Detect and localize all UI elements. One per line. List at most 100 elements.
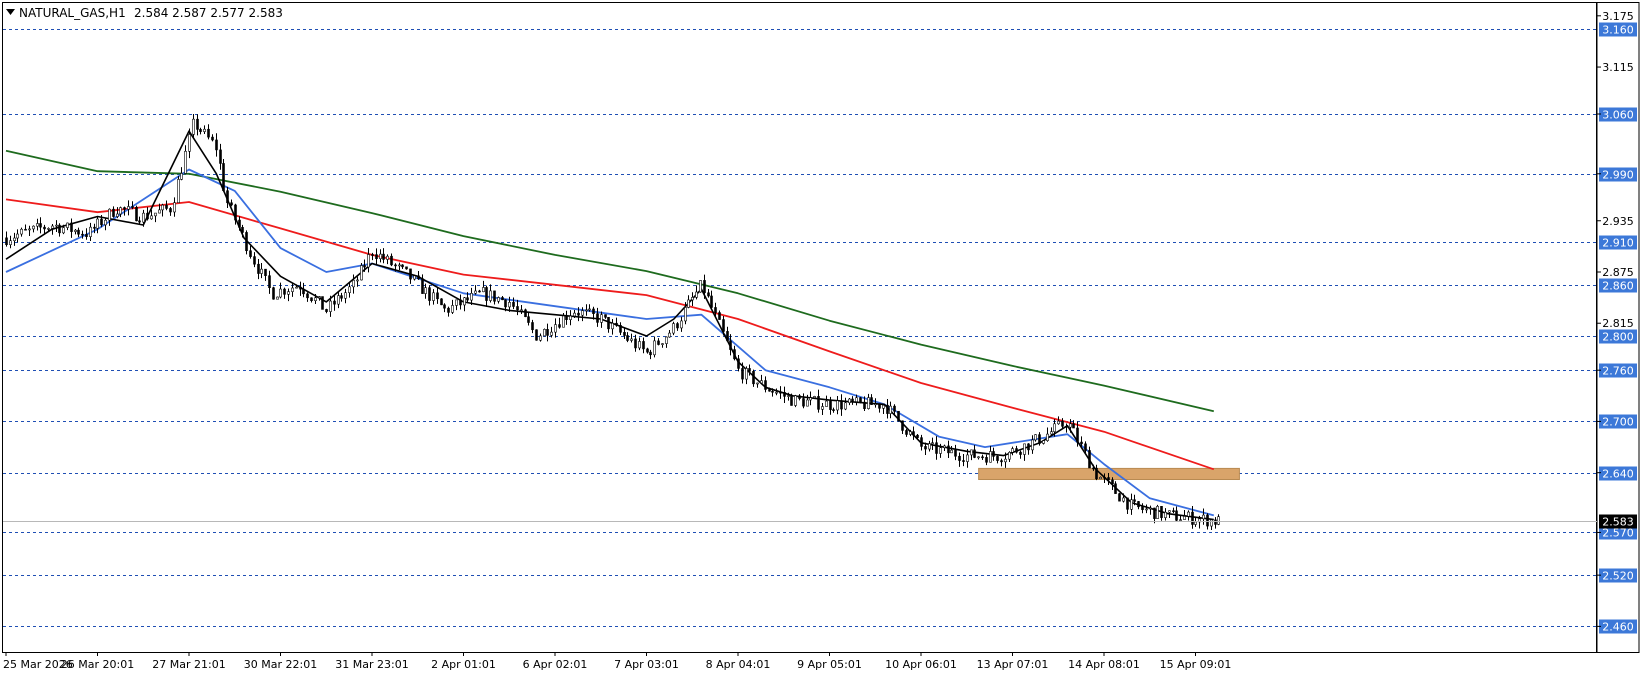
candle-body [1072, 423, 1075, 429]
candle-body [158, 209, 161, 214]
candle-body [501, 297, 504, 301]
candle [299, 281, 302, 296]
candle [100, 215, 103, 228]
candle [626, 332, 629, 343]
candle [379, 249, 382, 263]
candle-body [588, 308, 591, 311]
candle-body [958, 455, 961, 461]
candle [836, 396, 839, 415]
candle-body [642, 341, 645, 350]
candle [752, 369, 755, 387]
candle-body [722, 319, 725, 332]
candle-body [291, 287, 294, 292]
candle-body [1202, 514, 1205, 520]
candle [199, 127, 202, 135]
candle [1160, 506, 1163, 521]
candle-body [1126, 497, 1129, 510]
candle [337, 291, 340, 309]
candle-body [661, 343, 664, 345]
candle-body [226, 190, 229, 204]
candle [600, 311, 603, 328]
candle-body [543, 329, 546, 337]
candle-body [981, 456, 984, 459]
candle [249, 245, 252, 259]
candle-body [707, 292, 710, 297]
candle [577, 307, 580, 322]
candle [1118, 492, 1121, 502]
candle-body [466, 297, 469, 301]
candle [1153, 507, 1156, 524]
candle [135, 205, 138, 222]
candle [543, 328, 546, 337]
candle-body [950, 449, 953, 454]
candle [592, 306, 595, 320]
candle-body [870, 397, 873, 405]
candle [222, 159, 225, 192]
candle [436, 288, 439, 304]
candle-body [249, 250, 252, 257]
candle [70, 218, 73, 238]
candle [771, 388, 774, 397]
candle-body [230, 202, 233, 206]
candle [745, 366, 748, 385]
candle [889, 401, 892, 419]
candle [1095, 464, 1098, 481]
candle-body [150, 215, 153, 220]
candle [409, 268, 412, 284]
candle-body [1103, 476, 1106, 479]
candle [737, 354, 740, 372]
candle-body [596, 313, 599, 323]
candle [85, 228, 88, 240]
candle-body [394, 264, 397, 267]
candle [215, 133, 218, 157]
candle-body [821, 406, 824, 410]
candle-body [1187, 511, 1190, 517]
candle-body [535, 329, 538, 341]
candle [169, 207, 172, 216]
candle [966, 449, 969, 468]
candle-body [436, 292, 439, 300]
candle-body [20, 228, 23, 235]
candle [184, 145, 187, 174]
level-label-box [1599, 619, 1637, 634]
candle-body [520, 309, 523, 312]
candle [512, 297, 515, 310]
candle [32, 225, 35, 233]
candle-body [687, 299, 690, 308]
candle-body [779, 391, 782, 394]
level-label: 2.910 [1602, 237, 1634, 250]
candle [1092, 464, 1095, 471]
candle [565, 310, 568, 325]
candle-body [889, 405, 892, 414]
level-label-box [1599, 278, 1637, 293]
candle-body [806, 399, 809, 407]
candle-body [653, 340, 656, 356]
candle [417, 271, 420, 280]
candle [573, 310, 576, 319]
candle [1042, 440, 1045, 445]
candle-body [116, 213, 119, 217]
triangle-down-icon[interactable] [6, 9, 15, 15]
x-tick-label: 15 Apr 09:01 [1160, 658, 1232, 671]
candle [463, 297, 466, 312]
candle-body [874, 403, 877, 406]
candle-body [1038, 434, 1041, 444]
candle [1145, 504, 1148, 514]
candle-body [489, 290, 492, 301]
candle-body [417, 275, 420, 279]
candle-body [1053, 423, 1056, 432]
candle [977, 456, 980, 460]
candle [878, 403, 881, 413]
candle [733, 345, 736, 361]
candle-body [947, 445, 950, 454]
candle-body [787, 395, 790, 397]
candle [257, 258, 260, 280]
candle-body [375, 254, 378, 260]
candle-body [177, 179, 180, 203]
candle [851, 396, 854, 405]
candle-body [989, 451, 992, 463]
candle-body [325, 309, 328, 312]
candle [726, 326, 729, 342]
candle [211, 134, 214, 142]
